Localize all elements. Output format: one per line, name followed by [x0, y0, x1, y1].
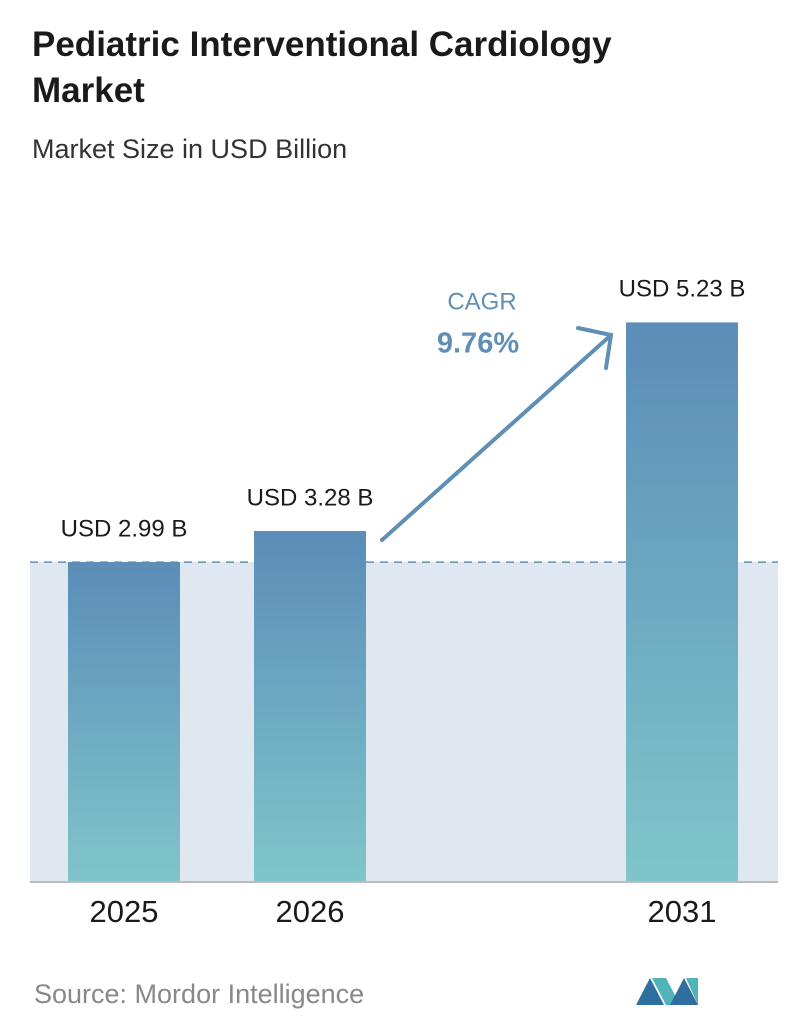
- value-label: USD 5.23 B: [619, 276, 746, 303]
- value-label: USD 3.28 B: [247, 484, 374, 511]
- source: Source: Mordor Intelligence: [34, 979, 364, 1009]
- bar: [626, 322, 738, 882]
- logo: [636, 978, 698, 1005]
- bar: [254, 531, 366, 882]
- cagr-value: 9.76%: [437, 328, 519, 360]
- cagr-label: CAGR: [447, 288, 516, 315]
- chart-title: Pediatric Interventional Cardiology Mark…: [32, 25, 612, 110]
- chart-subtitle: Market Size in USD Billion: [32, 134, 348, 164]
- bar: [68, 562, 180, 882]
- x-tick-label: 2031: [648, 894, 717, 929]
- value-label: USD 2.99 B: [61, 515, 188, 542]
- x-tick-label: 2025: [90, 894, 159, 929]
- x-tick-label: 2026: [276, 894, 345, 929]
- cagr-arrow: [380, 326, 614, 542]
